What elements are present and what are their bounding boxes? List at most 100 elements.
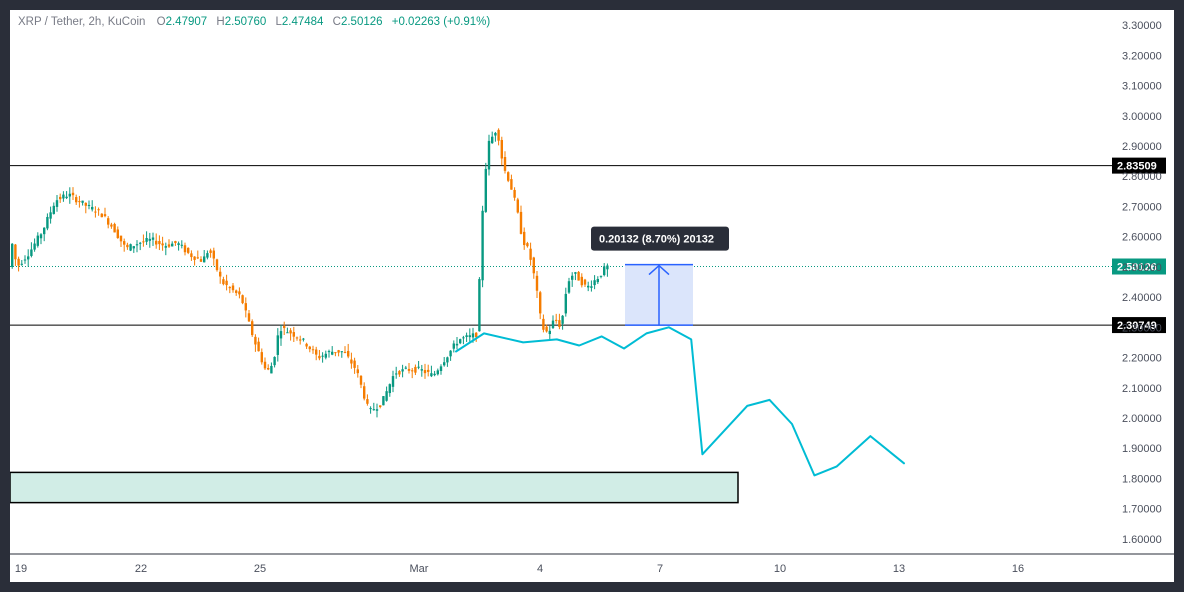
candle-body [366,399,369,404]
candle-body [315,349,318,355]
price-tick-label: 2.30000 [1122,322,1162,334]
candle [244,297,247,318]
candle [324,350,327,360]
time-tick-label: 19 [15,563,27,575]
candle [158,235,161,251]
price-level-tag [1112,157,1166,174]
time-tick-label: 22 [135,563,147,575]
candle-body [212,250,215,259]
candle-body [65,196,68,199]
candle-body [507,172,510,181]
candle-body [311,349,315,351]
candle [302,337,305,342]
candle-body [17,258,20,266]
candle [145,231,148,245]
candle [155,233,158,249]
candle [519,205,523,235]
candle [161,236,164,251]
candle-body [532,257,535,274]
candle [513,187,516,201]
candle-body [491,136,494,144]
candle-body [334,352,337,354]
candle [164,242,167,256]
candle [599,275,603,279]
candle-body [139,242,142,244]
candle-body [283,325,286,329]
candle [497,128,500,146]
candle-body [603,266,606,276]
candle [385,386,388,402]
candle-body [503,157,507,171]
candle [529,242,532,266]
candle [337,349,340,357]
open-value: 2.47907 [165,16,208,28]
candle-body [151,237,155,240]
price-tick-label: 2.20000 [1122,353,1162,365]
candle-body [407,368,411,371]
candle-body [324,353,327,358]
candle [462,335,465,345]
candle-body [302,338,305,340]
candle [273,356,276,368]
candle [235,289,238,296]
candle-body [132,246,135,249]
candle [350,352,353,369]
candle-body [353,360,356,368]
candle-body [327,351,331,353]
candle-body [471,333,475,338]
candle-body [78,201,81,203]
candle [254,334,257,352]
candle [206,250,209,260]
candle-body [369,408,372,410]
candle-body [199,259,203,262]
candle-body [363,386,366,399]
candle [33,238,36,252]
candle-body [23,259,27,261]
candle [305,342,308,349]
candle-body [571,275,574,280]
candle-body [110,224,113,227]
candle-body [183,245,187,253]
candle-body [167,244,171,247]
candle [279,324,283,346]
candle-body [295,337,299,339]
candle [318,349,321,361]
candle-body [375,409,379,411]
candle [87,200,91,210]
candle-body [468,335,471,338]
candle-body [52,205,55,214]
candle-body [289,330,292,334]
candle [567,277,571,294]
time-tick-label: 16 [1012,563,1024,575]
candle-body [100,213,103,218]
candle-body [343,351,347,353]
candle-body [401,369,404,372]
candle-body [542,318,545,330]
projection-drawing[interactable] [455,326,905,477]
candle [46,213,49,231]
candle [190,250,193,261]
symbol-name[interactable]: XRP / Tether, 2h, KuCoin [18,16,146,28]
candle [225,274,228,291]
candle-body [241,295,244,304]
candle-body [119,235,123,242]
candle-body [68,193,71,197]
candle-body [247,313,251,322]
candle-body [443,362,446,366]
candle-body [564,293,567,314]
chart-canvas[interactable]: 0.20132 (8.70%) 20132 2.83509 2.30749 2.50… [10,10,1174,582]
candle-body [33,243,36,250]
candle-body [142,241,145,243]
support-zone[interactable] [10,471,739,504]
candle [561,315,564,330]
candle-body [305,343,308,347]
candle [97,207,100,216]
candle [452,340,455,353]
candle [94,206,97,218]
candle-body [414,366,417,373]
candle-body [174,241,177,244]
candle [308,345,311,353]
candle-body [91,206,94,210]
candle [49,206,52,224]
measure-label: 0.20132 (8.70%) 20132 [599,234,714,246]
